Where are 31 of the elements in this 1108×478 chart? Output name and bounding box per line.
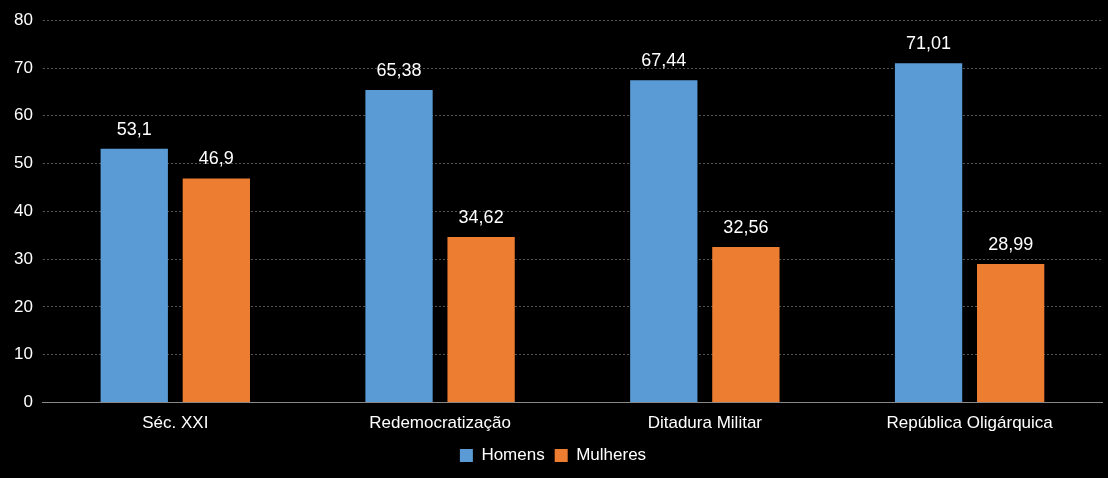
x-tick-label: Séc. XXI bbox=[142, 413, 209, 433]
y-tick-label: 20 bbox=[13, 296, 33, 316]
data-label: 46,9 bbox=[198, 148, 234, 169]
x-tick-label: Redemocratização bbox=[369, 413, 511, 433]
bar bbox=[630, 80, 698, 403]
bar bbox=[365, 90, 433, 403]
y-tick-label: 60 bbox=[13, 105, 33, 125]
bar bbox=[100, 148, 168, 403]
bar bbox=[712, 246, 780, 403]
data-label: 32,56 bbox=[723, 216, 769, 237]
bar bbox=[977, 264, 1045, 403]
data-label: 53,1 bbox=[116, 118, 152, 139]
y-tick-label: 80 bbox=[13, 9, 33, 29]
y-tick-label: 0 bbox=[23, 392, 33, 412]
y-tick-label: 10 bbox=[13, 344, 33, 364]
data-label: 71,01 bbox=[906, 33, 952, 54]
x-tick-label: República Oligárquica bbox=[886, 413, 1054, 433]
data-label: 28,99 bbox=[988, 234, 1034, 254]
y-tick-label: 30 bbox=[13, 248, 33, 268]
bar bbox=[894, 63, 963, 403]
y-tick-label: 50 bbox=[13, 153, 33, 173]
legend-label: Mulheres bbox=[576, 445, 647, 465]
y-tick-label: 70 bbox=[13, 57, 33, 77]
y-tick-label: 40 bbox=[13, 201, 33, 221]
bar bbox=[182, 178, 250, 403]
x-tick-label: Ditadura Militar bbox=[647, 413, 763, 433]
bar bbox=[447, 237, 515, 403]
data-label: 34,62 bbox=[458, 207, 504, 228]
legend-label: Homens bbox=[481, 445, 545, 465]
data-label: 67,44 bbox=[641, 50, 687, 71]
data-label: 65,38 bbox=[376, 60, 422, 81]
